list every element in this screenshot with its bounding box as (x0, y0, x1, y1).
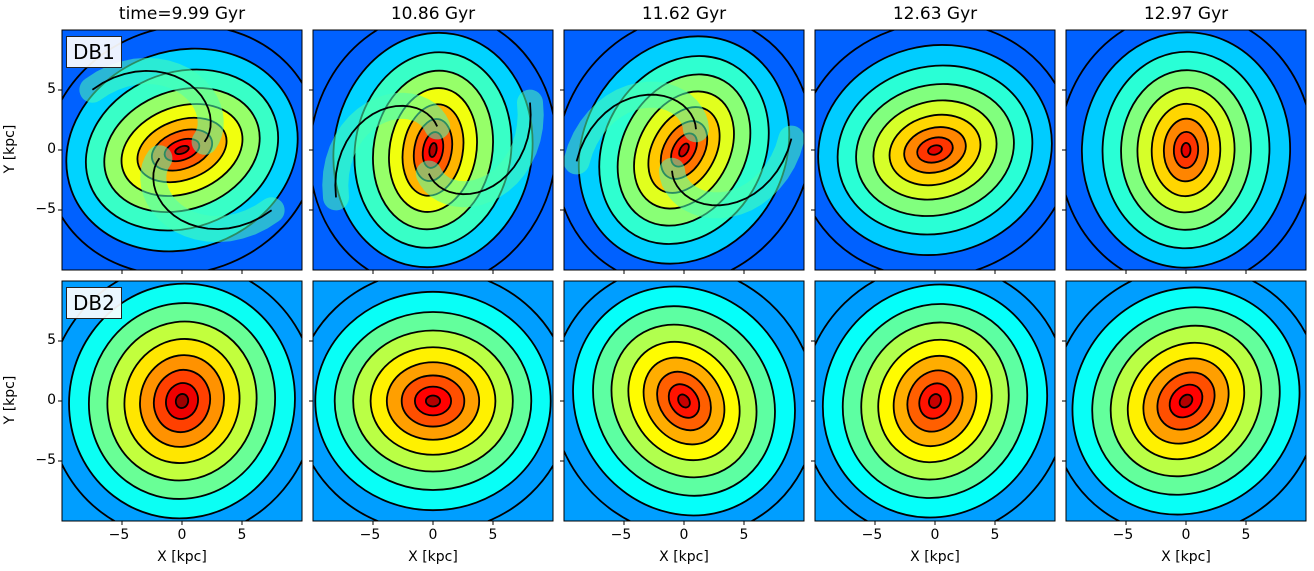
panel-db1-3 (560, 29, 805, 274)
spiral-arm-contour (428, 102, 532, 196)
y-tick-label: 0 (47, 392, 56, 408)
density-contour (927, 144, 943, 156)
density-contour (424, 394, 442, 408)
row-label-db1: DB1 (66, 36, 122, 68)
density-contour (428, 142, 438, 158)
y-tick-label: −5 (35, 452, 56, 468)
x-tick-label: 0 (930, 527, 940, 543)
row-label-db2: DB2 (66, 287, 122, 319)
spiral-arm-contour (91, 69, 212, 143)
x-axis-label: X [kpc] (1161, 549, 1211, 565)
panel-db2-3 (560, 280, 805, 525)
panel-db1-4 (811, 29, 1056, 274)
density-contour (677, 393, 691, 409)
y-tick-label: 5 (47, 332, 56, 348)
y-tick-label: 0 (47, 141, 56, 157)
x-tick-label: −5 (861, 527, 883, 543)
panel-db1-5 (1062, 29, 1307, 274)
column-title: 12.63 Gyr (892, 4, 978, 24)
x-tick-label: 0 (177, 527, 187, 543)
x-tick-label: 0 (428, 527, 438, 543)
column-title: 12.97 Gyr (1143, 4, 1229, 24)
x-tick-label: 0 (679, 527, 689, 543)
column-title: time=9.99 Gyr (118, 4, 246, 24)
density-contour (1180, 141, 1192, 159)
column-title: 10.86 Gyr (390, 4, 476, 24)
panel-db1-1 (58, 29, 303, 274)
panel-db2-4 (811, 280, 1056, 525)
x-axis-label: X [kpc] (659, 549, 709, 565)
x-tick-label: 5 (739, 527, 749, 543)
x-tick-label: −5 (610, 527, 632, 543)
density-contour (928, 393, 942, 409)
panel-db2-1 (58, 280, 303, 525)
density-contour (1178, 393, 1194, 409)
spiral-arm-contour (575, 93, 697, 162)
density-contour (678, 142, 690, 158)
x-tick-label: 5 (237, 527, 247, 543)
x-tick-label: 5 (990, 527, 1000, 543)
y-tick-label: 5 (47, 81, 56, 97)
spiral-arm-contour (334, 104, 438, 198)
x-tick-label: −5 (359, 527, 381, 543)
spiral-arm-contour (152, 157, 273, 231)
x-tick-label: 5 (1241, 527, 1251, 543)
y-axis-label: Y [kpc] (2, 124, 18, 174)
x-axis-label: X [kpc] (157, 549, 207, 565)
x-tick-label: 0 (1181, 527, 1191, 543)
density-contour (174, 393, 190, 409)
y-axis-label: Y [kpc] (2, 375, 18, 425)
x-axis-label: X [kpc] (408, 549, 458, 565)
spiral-arm-contour (671, 138, 793, 207)
panel-db2-5 (1062, 280, 1307, 525)
x-tick-label: −5 (108, 527, 130, 543)
x-axis-label: X [kpc] (910, 549, 960, 565)
panel-db2-2 (309, 280, 554, 525)
x-tick-label: −5 (1112, 527, 1134, 543)
density-contour (174, 144, 190, 156)
column-title: 11.62 Gyr (641, 4, 727, 24)
panel-db1-2 (309, 29, 554, 274)
y-tick-label: −5 (35, 201, 56, 217)
x-tick-label: 5 (488, 527, 498, 543)
